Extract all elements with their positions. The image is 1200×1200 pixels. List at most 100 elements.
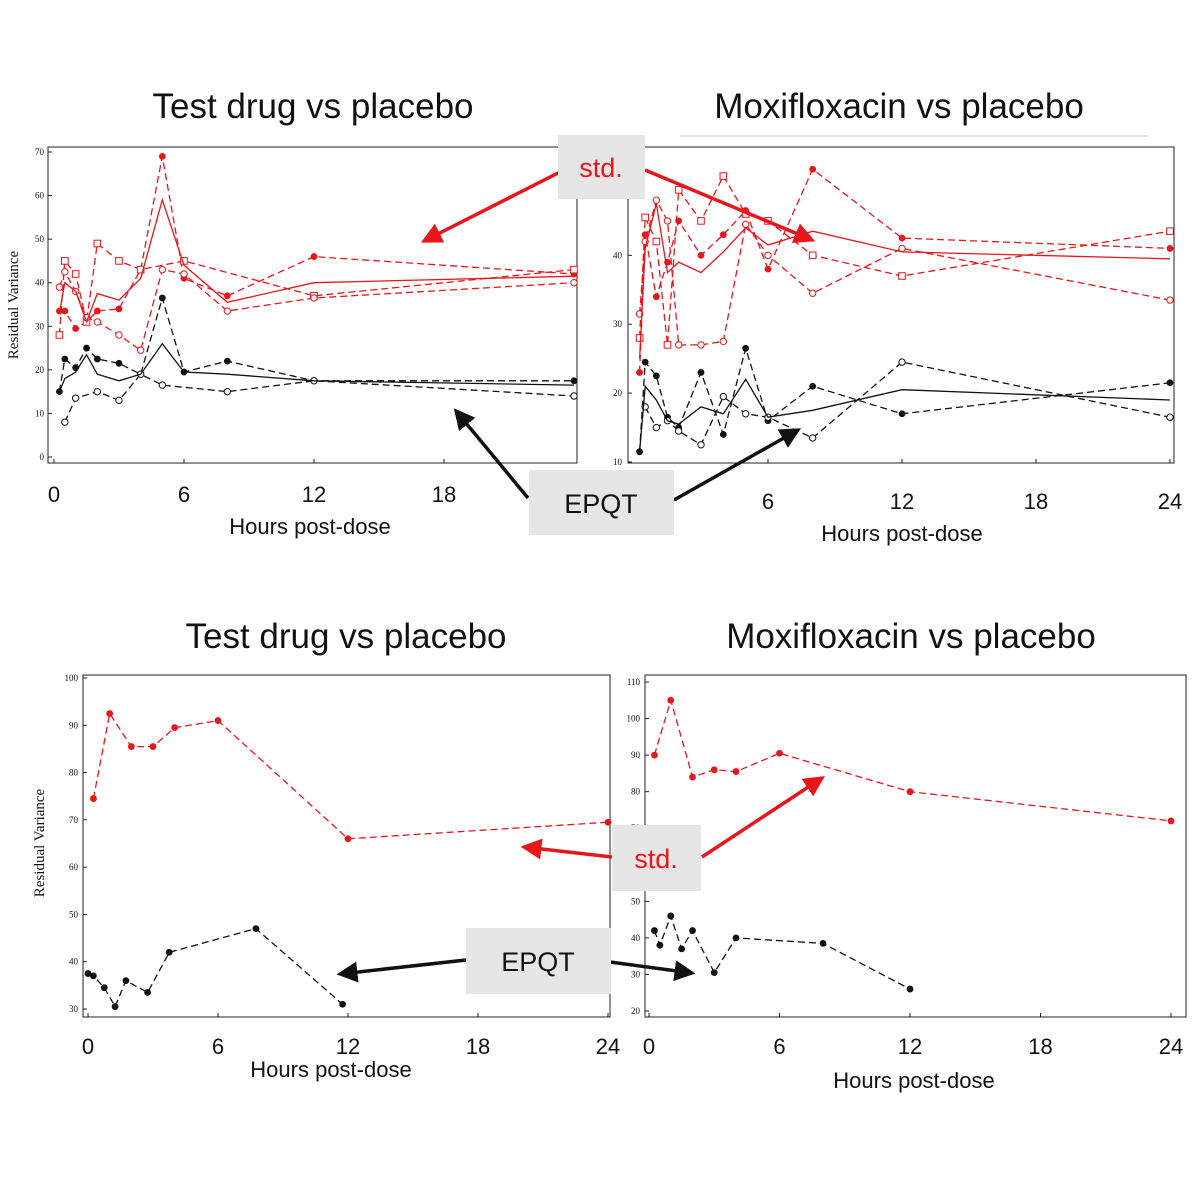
chart-3-series-2-line [87, 927, 344, 1009]
chart-1-series-1-point [115, 305, 123, 313]
chart-2-series-2-point [898, 272, 906, 280]
chart-2-series-2-point [1166, 227, 1174, 236]
chart-3-series-1-point [149, 743, 157, 750]
chart-3-y-tick-label: 50 [69, 909, 79, 919]
chart-1-y-axis-label: Residual Variance [6, 250, 22, 359]
chart-2-series-3-point [652, 196, 661, 204]
chart-2-series-1-point [764, 265, 772, 273]
chart-2-series-2-point [674, 186, 683, 194]
chart-1-x-tick-label: 12 [302, 482, 326, 507]
chart-4-x-tick-label: 24 [1159, 1034, 1183, 1059]
chart-3-y-tick-label: 80 [69, 768, 79, 778]
chart-1-series-2-point [61, 257, 69, 265]
chart-2-series-5-point [742, 344, 750, 352]
chart-2-series-3-point [1166, 296, 1174, 304]
chart-1-series-1-point [158, 152, 166, 160]
chart-1-series-3-point [115, 331, 123, 339]
chart-1-series-3-point [223, 307, 232, 315]
chart-2-x-tick-label: 12 [890, 489, 914, 514]
chart-2-y-tick-label: 40 [613, 250, 623, 260]
chart-2-series-6-line [644, 361, 1171, 446]
chart-2-series-2-point [641, 213, 649, 222]
chart-1-series-7-line [58, 342, 575, 392]
chart-1-series-2-point [71, 270, 80, 278]
chart-2-series-1-point [1166, 245, 1174, 252]
chart-2-series-6-point [697, 441, 705, 449]
chart-1-series-3-point [136, 346, 145, 354]
chart-3-y-tick-label: 100 [65, 673, 79, 683]
chart-4-series-2-point [689, 927, 696, 934]
chart-1-x-tick-label: 0 [48, 482, 60, 507]
chart-3-x-tick-label: 0 [82, 1034, 94, 1059]
annotation-std-2: std. [612, 825, 701, 891]
chart-1-y-tick-label: 50 [35, 234, 45, 244]
chart-2-series-1-point [636, 369, 643, 376]
annotation-std-1: std. [558, 135, 645, 199]
chart-3-x-tick-label: 18 [466, 1034, 490, 1059]
chart-1-series-5-point [223, 357, 231, 365]
chart-1-series-6-point [93, 387, 102, 396]
chart-4-x-tick-label: 0 [643, 1034, 655, 1059]
chart-1-series-5-point [93, 355, 101, 363]
chart-3-series-2-point [90, 972, 97, 980]
chart-1-y-tick-label: 10 [35, 408, 45, 418]
chart-4-series-2-point [651, 927, 658, 934]
chart-1-y-tick-label: 40 [35, 278, 45, 288]
annotation-epqt-2: EPQT [466, 928, 611, 994]
chart-1-series-2-point [55, 331, 64, 339]
chart-3-series-1-point [127, 743, 135, 750]
chart-1-series-2-point [136, 265, 145, 274]
annotation-epqt-1-label: EPQT [564, 489, 638, 519]
chart-2-series-3-point [808, 289, 817, 297]
chart-1-y-tick-label: 60 [35, 191, 45, 201]
chart-4-series-1-point [776, 749, 783, 757]
chart-3-series-1-point [344, 835, 352, 843]
chart-4-y-tick-label: 50 [631, 896, 641, 906]
chart-4-series-2-point [656, 941, 664, 949]
chart-1-series-5-point [158, 294, 166, 302]
chart-1-series-1-point [93, 307, 101, 315]
chart-2-series-5-point [652, 372, 660, 380]
chart-1-series-3-point [55, 283, 64, 291]
chart-1-series-6-point [61, 418, 69, 426]
chart-4-series-2-point [678, 945, 686, 953]
chart-1-series-6-point [158, 381, 167, 389]
chart-1-x-tick-label: 18 [432, 482, 456, 507]
std-arrow-2a [520, 838, 613, 860]
chart-3-series-1-point [90, 795, 97, 802]
chart-1-series-1-point [61, 307, 69, 315]
chart-3-y-tick-label: 70 [69, 815, 79, 825]
annotation-arrows [336, 168, 825, 983]
chart-1-series-1-point [223, 292, 231, 300]
chart-3-series-2-point [339, 1000, 346, 1008]
chart-2-series-2-line [638, 174, 1171, 345]
chart-4-y-tick-label: 110 [627, 677, 641, 687]
chart-1-series-3-point [180, 270, 188, 278]
chart-1-series-3-point [93, 318, 102, 326]
chart-4-plot-frame [644, 674, 1187, 1018]
charts-layer: 0102030405060700612181020304050612182430… [35, 146, 1187, 1059]
chart-3-y-axis-label: Residual Variance [32, 788, 48, 897]
chart-1-x-tick-label: 6 [178, 482, 190, 507]
chart-2-series-5-point [809, 382, 817, 390]
chart-3-y-tick-label: 30 [69, 1004, 79, 1014]
chart-2-series-2-point [663, 341, 672, 349]
chart-3-series-1-point [604, 818, 612, 826]
chart-2-series-1-point [809, 165, 817, 173]
chart-3-plot-frame [82, 674, 611, 1018]
chart-1-series-3-line [58, 268, 575, 352]
chart-2-series-4-line [638, 203, 1171, 359]
chart-3-x-tick-label: 24 [596, 1034, 620, 1059]
chart-1-series-1-point [72, 325, 80, 332]
chart-3-series-1-point [106, 710, 114, 717]
chart-1-series-6-line [64, 373, 575, 423]
chart-2-x-tick-label: 6 [762, 489, 774, 514]
chart-2-x-tick-label: 18 [1024, 489, 1048, 514]
chart-1-series-3-point [310, 294, 318, 302]
chart-2-series-2-point [697, 217, 705, 225]
chart-4-y-tick-label: 100 [627, 714, 641, 724]
chart-1-y-tick-label: 20 [35, 365, 45, 375]
chart-3-x-axis-label: Hours post-dose [250, 1057, 411, 1082]
chart-2-series-5-point [697, 369, 705, 376]
chart-4-series-1-point [1167, 817, 1175, 825]
